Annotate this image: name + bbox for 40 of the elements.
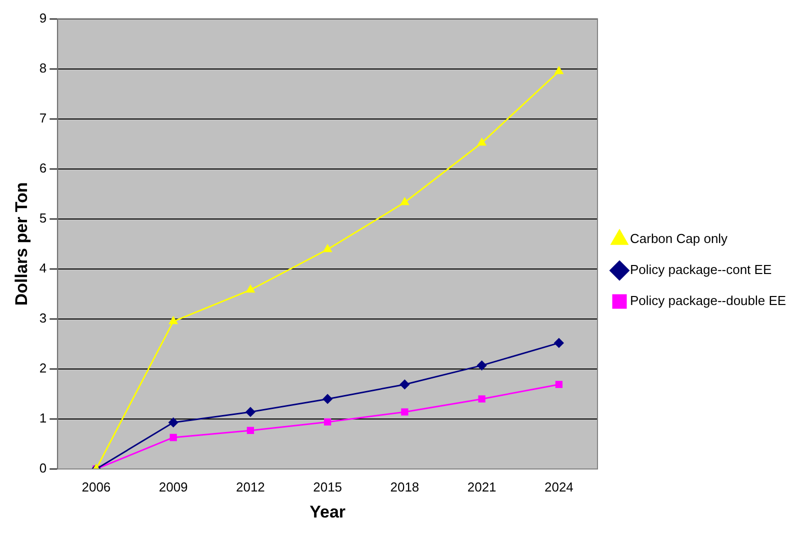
point	[478, 138, 486, 146]
legend-label: Carbon Cap only	[630, 231, 728, 246]
y-tick-label: 0	[39, 460, 47, 476]
point	[478, 395, 486, 403]
y-tick-label: 1	[39, 410, 47, 426]
point	[324, 418, 332, 426]
y-tick-label: 8	[39, 60, 47, 76]
legend-label: Policy package--cont EE	[630, 262, 772, 278]
y-tick-label: 9	[39, 10, 47, 26]
point	[477, 360, 487, 370]
y-tick-label: 5	[39, 210, 47, 226]
x-tick-label: 2006	[82, 479, 111, 494]
x-tick-label: 2024	[544, 479, 574, 494]
y-tick-label: 6	[39, 160, 47, 176]
point	[170, 434, 177, 442]
point	[554, 338, 564, 348]
y-tick-label: 4	[39, 260, 47, 276]
y-tick-label: 3	[39, 310, 47, 326]
x-tick-label: 2009	[158, 479, 188, 494]
point	[554, 66, 564, 74]
legend-label: Policy package--double EE	[630, 293, 786, 308]
x-tick-label: 2015	[313, 479, 342, 494]
point	[169, 316, 178, 324]
point	[246, 407, 256, 417]
point	[401, 408, 408, 416]
x-tick-label: 2021	[467, 479, 496, 494]
point	[323, 244, 332, 252]
y-tick-label: 2	[39, 360, 47, 376]
point	[322, 394, 332, 404]
x-axis-title: Year	[310, 502, 346, 522]
point	[246, 426, 254, 434]
x-tick-label: 2018	[390, 479, 420, 494]
point	[400, 380, 410, 390]
point	[400, 198, 409, 206]
point	[168, 418, 178, 428]
point	[246, 285, 255, 293]
point	[555, 380, 563, 388]
y-axis-title: Dollars per Ton	[12, 182, 31, 306]
y-tick-label: 7	[39, 110, 47, 126]
x-tick-label: 2012	[236, 479, 265, 494]
